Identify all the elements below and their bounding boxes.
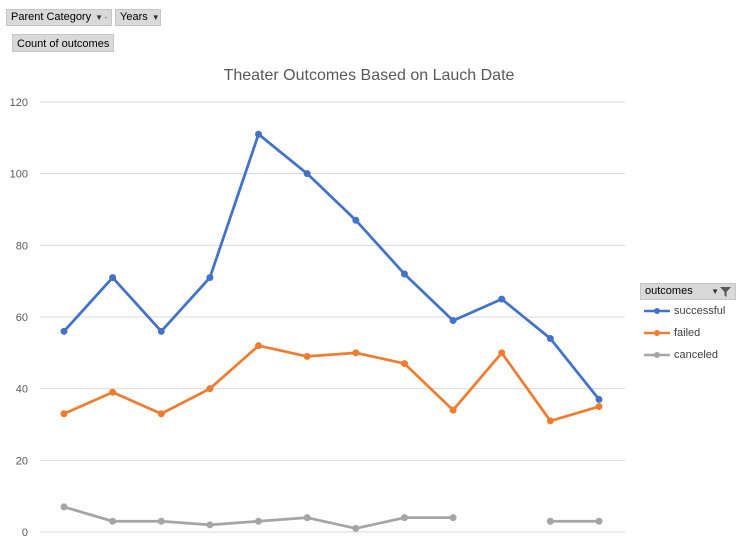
series-lines: [60, 130, 603, 532]
chevron-down-icon: ▼: [95, 13, 104, 22]
data-point-failed[interactable]: [109, 388, 117, 396]
data-point-failed[interactable]: [498, 349, 506, 357]
data-point-successful[interactable]: [352, 216, 360, 224]
data-point-failed[interactable]: [206, 385, 214, 393]
legend-label-successful: successful: [674, 305, 726, 317]
legend-marker-successful: [644, 308, 670, 314]
chevron-down-icon: ▼: [711, 287, 719, 296]
legend-title: outcomes: [645, 285, 693, 297]
data-point-successful[interactable]: [449, 317, 457, 325]
y-tick-label: 120: [10, 97, 28, 109]
data-point-canceled[interactable]: [546, 517, 554, 525]
data-point-successful[interactable]: [498, 295, 506, 303]
data-point-successful[interactable]: [206, 274, 214, 282]
legend-label-failed: failed: [674, 327, 701, 339]
data-point-successful[interactable]: [109, 274, 117, 282]
series-line-canceled: [63, 505, 454, 530]
count-of-outcomes-button[interactable]: Count of outcomes: [12, 34, 115, 52]
data-point-canceled[interactable]: [449, 514, 457, 522]
outcomes-filter-button[interactable]: outcomes ▼: [640, 283, 736, 300]
chevron-down-icon: ▼: [151, 13, 160, 22]
data-point-canceled[interactable]: [255, 517, 263, 525]
data-point-successful[interactable]: [60, 327, 68, 335]
data-point-failed[interactable]: [157, 410, 165, 418]
legend-label-canceled: canceled: [674, 349, 719, 361]
series-line-successful: [62, 132, 601, 401]
data-point-failed[interactable]: [400, 360, 408, 368]
data-point-failed[interactable]: [303, 352, 311, 360]
years-label: Years: [120, 11, 148, 23]
data-point-successful[interactable]: [157, 327, 165, 335]
data-point-canceled[interactable]: [60, 503, 68, 511]
chart-title: Theater Outcomes Based on Lauch Date: [224, 67, 515, 84]
data-point-canceled[interactable]: [157, 517, 165, 525]
y-axis-tick-labels: 0 20 40 60 80 100 120: [10, 97, 28, 539]
data-point-successful[interactable]: [400, 270, 408, 278]
count-of-outcomes-label: Count of outcomes: [17, 38, 110, 50]
data-point-successful[interactable]: [255, 130, 263, 138]
legend-marker-failed: [644, 330, 670, 336]
data-point-failed[interactable]: [352, 349, 360, 357]
legend-marker-canceled: [644, 352, 670, 358]
data-point-canceled[interactable]: [400, 514, 408, 522]
parent-category-filter-button[interactable]: Parent Category ▼: [6, 9, 112, 26]
legend-item-canceled[interactable]: canceled: [644, 344, 736, 366]
series-line-failed: [63, 344, 600, 423]
data-point-successful[interactable]: [546, 335, 554, 342]
years-filter-button[interactable]: Years ▼: [115, 9, 161, 26]
legend-item-failed[interactable]: failed: [644, 322, 736, 344]
data-point-canceled[interactable]: [352, 524, 360, 532]
y-tick-label: 80: [16, 240, 28, 252]
y-tick-label: 100: [10, 169, 28, 181]
data-point-canceled[interactable]: [109, 517, 117, 525]
legend-item-successful[interactable]: successful: [644, 300, 736, 322]
parent-category-label: Parent Category: [11, 11, 92, 23]
data-point-failed[interactable]: [546, 417, 554, 425]
data-point-failed[interactable]: [595, 403, 603, 411]
series-successful: [60, 130, 603, 403]
data-point-canceled[interactable]: [303, 514, 311, 522]
legend: outcomes ▼ successful failed canceled: [640, 283, 736, 366]
series-failed: [60, 342, 603, 425]
y-tick-label: 0: [22, 527, 28, 539]
y-tick-label: 40: [16, 384, 28, 396]
gridlines: [40, 101, 625, 533]
filter-icon: [720, 286, 731, 297]
y-tick-label: 60: [16, 312, 28, 324]
y-tick-label: 20: [16, 455, 28, 467]
series-canceled: [60, 503, 603, 532]
data-point-canceled[interactable]: [595, 517, 603, 525]
data-point-failed[interactable]: [255, 342, 263, 350]
filter-icon: [105, 16, 107, 19]
data-point-canceled[interactable]: [206, 521, 214, 529]
data-point-successful[interactable]: [595, 395, 603, 403]
data-point-failed[interactable]: [60, 410, 68, 418]
data-point-successful[interactable]: [303, 170, 311, 178]
data-point-failed[interactable]: [449, 406, 457, 414]
